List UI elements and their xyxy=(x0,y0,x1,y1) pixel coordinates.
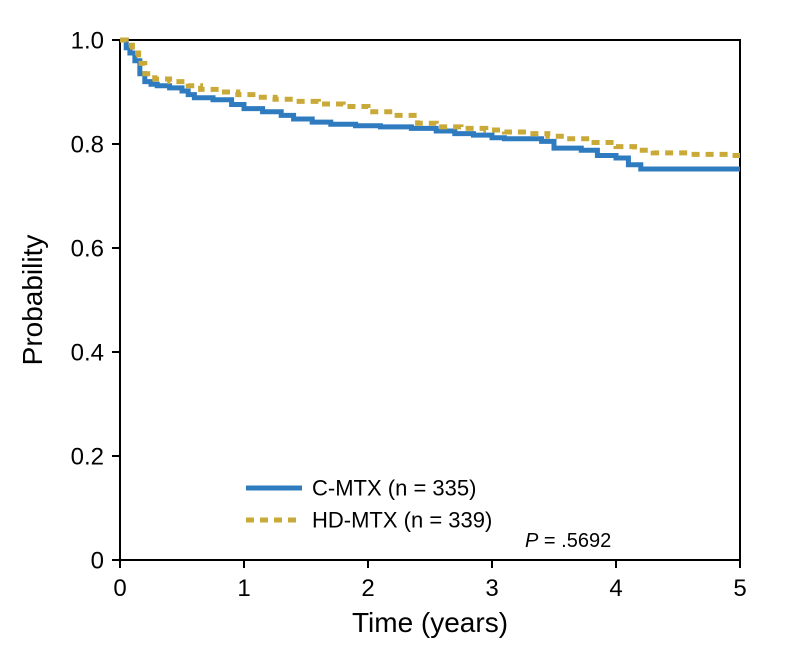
svg-text:C-MTX (n = 335): C-MTX (n = 335) xyxy=(312,476,476,501)
svg-text:0.4: 0.4 xyxy=(71,339,104,366)
svg-text:2: 2 xyxy=(361,575,374,602)
svg-text:0: 0 xyxy=(113,575,126,602)
km-chart-svg: 0 1 2 3 4 5 0 0.2 0.4 0.6 0.8 1.0 Time (years) Probab… xyxy=(0,0,786,672)
svg-text:4: 4 xyxy=(609,575,622,602)
svg-text:3: 3 xyxy=(485,575,498,602)
svg-text:0.8: 0.8 xyxy=(71,131,104,158)
svg-text:0.6: 0.6 xyxy=(71,235,104,262)
svg-text:5: 5 xyxy=(733,575,746,602)
svg-text:0: 0 xyxy=(91,547,104,574)
km-chart-container: 0 1 2 3 4 5 0 0.2 0.4 0.6 0.8 1.0 Time (years) Probab… xyxy=(0,0,786,672)
svg-text:Probability: Probability xyxy=(17,235,48,366)
svg-text:0.2: 0.2 xyxy=(71,443,104,470)
svg-text:1: 1 xyxy=(237,575,250,602)
svg-text:Time (years): Time (years) xyxy=(352,607,508,638)
svg-text:HD-MTX (n = 339): HD-MTX (n = 339) xyxy=(312,508,492,533)
p-value-annotation: P = .5692 xyxy=(525,530,611,552)
svg-text:1.0: 1.0 xyxy=(71,27,104,54)
